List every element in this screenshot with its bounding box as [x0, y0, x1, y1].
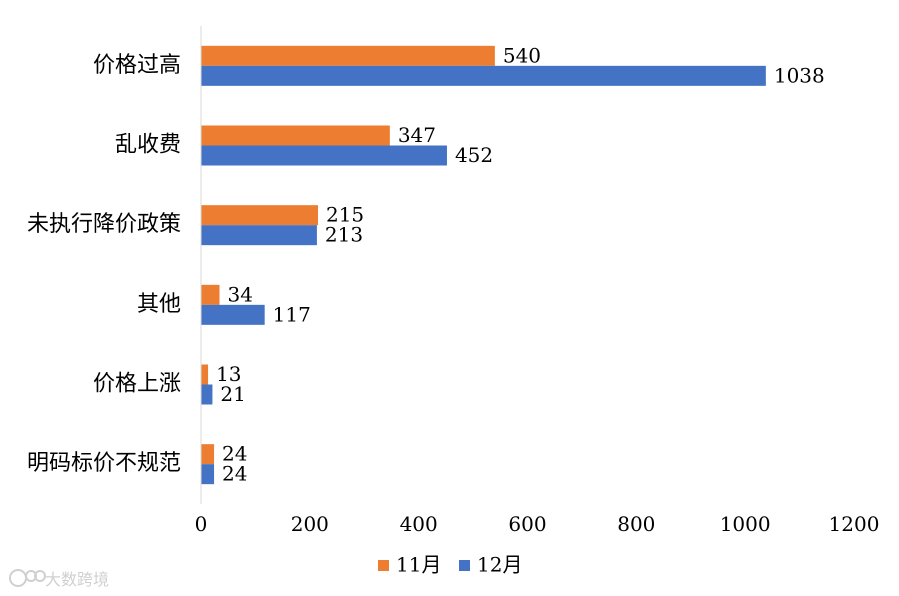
x-tick-label: 0: [195, 512, 208, 536]
data-label: 13: [216, 362, 241, 386]
bar: [201, 384, 213, 405]
data-label: 21: [220, 382, 245, 406]
x-tick-label: 1000: [720, 512, 771, 536]
watermark: 大数跨境: [9, 569, 109, 589]
x-tick-label: 400: [400, 512, 438, 536]
data-label: 117: [273, 302, 311, 326]
data-label: 34: [228, 282, 253, 306]
legend: 11月 12月: [378, 553, 522, 577]
data-label: 540: [503, 43, 541, 67]
watermark-text: 大数跨境: [45, 570, 109, 589]
x-tick-label: 200: [291, 512, 329, 536]
data-label: 452: [455, 143, 493, 167]
bar: [201, 304, 265, 325]
bar: [201, 364, 209, 385]
legend-label: 11月: [396, 553, 441, 577]
category-label: 价格过高: [93, 53, 181, 78]
category-label: 价格上涨: [93, 372, 181, 397]
data-label: 24: [222, 442, 247, 466]
category-label: 乱收费: [115, 133, 181, 158]
legend-swatch: [459, 560, 470, 571]
data-label: 213: [325, 223, 363, 247]
watermark-logo-icon: [9, 569, 46, 587]
bar: [201, 444, 215, 465]
category-label: 未执行降价政策: [27, 212, 181, 237]
data-label: 1038: [774, 63, 825, 87]
x-tick-label: 1200: [829, 512, 880, 536]
legend-swatch: [378, 560, 389, 571]
legend-label: 12月: [477, 553, 522, 577]
x-tick-label: 600: [508, 512, 546, 536]
data-label: 215: [326, 203, 364, 227]
data-label: 347: [398, 123, 436, 147]
x-tick-label: 800: [617, 512, 655, 536]
bar: [201, 125, 390, 146]
bar: [201, 65, 766, 86]
category-label: 其他: [137, 292, 181, 317]
bars-layer: [201, 45, 766, 485]
data-label: 24: [222, 462, 247, 486]
bar: [201, 45, 495, 66]
bar: [201, 205, 318, 226]
category-label: 明码标价不规范: [27, 451, 181, 476]
bar: [201, 464, 215, 485]
bar: [201, 225, 317, 246]
bar: [201, 145, 447, 166]
bar: [201, 284, 220, 305]
